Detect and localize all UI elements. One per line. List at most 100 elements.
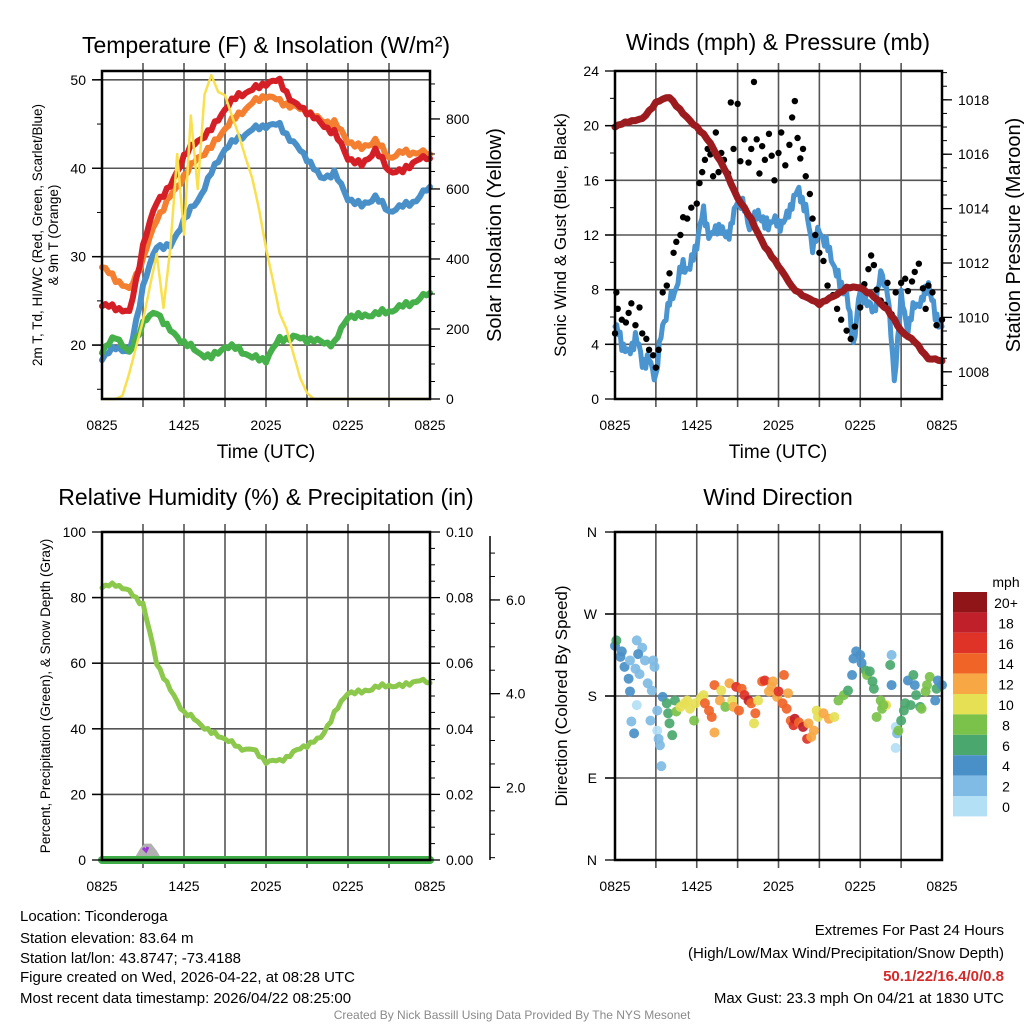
- gust-point: [791, 97, 799, 105]
- direction-tick-label: E: [588, 770, 597, 786]
- direction-point: [733, 705, 744, 716]
- solar-right-tick-label: 200: [446, 321, 470, 337]
- x-tick-label: 0225: [332, 878, 363, 894]
- pressure-right-tick-label: 1018: [958, 92, 989, 108]
- x-tick-label: 0825: [599, 878, 630, 894]
- direction-point: [753, 695, 764, 706]
- sonic-wind-line: [612, 184, 945, 384]
- gust-point: [908, 278, 916, 285]
- temp-left-axis-label-line2: & 9m T (Orange): [46, 185, 61, 286]
- gust-point: [797, 155, 804, 162]
- gust-point: [761, 156, 769, 164]
- x-tick-label: 0825: [86, 878, 117, 894]
- gust-point: [806, 190, 814, 198]
- direction-point: [698, 690, 709, 701]
- x-tick-label: 2025: [250, 878, 281, 894]
- footer-created: Figure created on Wed, 2026-04-22, at 08…: [20, 969, 355, 986]
- gust-point: [911, 268, 918, 276]
- colorbar-label: 6: [1002, 738, 1010, 754]
- x-tick-label: 1425: [681, 878, 712, 894]
- gust-point: [915, 260, 923, 267]
- gust-point: [794, 134, 801, 142]
- direction-point: [778, 670, 789, 681]
- direction-point: [642, 678, 653, 689]
- direction-point: [611, 635, 622, 646]
- solar-right-tick-label: 400: [446, 251, 470, 267]
- colorbar-label: 14: [998, 656, 1014, 672]
- series-2m-t-line: [99, 75, 433, 315]
- direction-point: [856, 658, 867, 669]
- direction-point: [768, 676, 779, 687]
- precip-right-tick-label: 0.08: [446, 590, 473, 606]
- direction-point: [886, 650, 897, 660]
- gust-point: [929, 289, 936, 296]
- snow-right-tick-label: 2.0: [506, 779, 526, 795]
- direction-point: [855, 650, 866, 660]
- colorbar-swatch: [953, 775, 987, 796]
- direction-point: [909, 680, 920, 691]
- rh-left-axis-label: Percent, Precipitation (Green), & Snow D…: [38, 539, 53, 853]
- wind-right-axis-label: Station Pressure (Maroon): [1003, 118, 1024, 353]
- station-pressure-line: [611, 94, 946, 365]
- extremes-legend: (High/Low/Max Wind/Precipitation/Snow De…: [688, 945, 1004, 962]
- direction-point: [629, 728, 640, 739]
- gust-point: [639, 330, 646, 337]
- pressure-right-tick-label: 1010: [958, 309, 989, 325]
- pressure-right-tick-label: 1012: [958, 255, 989, 271]
- gust-point: [712, 129, 720, 136]
- colorbar-title: mph: [992, 574, 1019, 590]
- rh-left-tick-label: 0: [78, 852, 86, 868]
- plots-layer: 0825 1425 2025 0225 082520304050020040060080…: [63, 63, 1020, 894]
- gust-point: [730, 145, 737, 153]
- direction-point: [682, 695, 693, 706]
- direction-point: [652, 725, 663, 736]
- direction-point: [706, 711, 717, 722]
- direction-point: [808, 725, 819, 736]
- direction-point: [924, 671, 935, 682]
- gust-point: [688, 204, 695, 211]
- direction-point: [634, 669, 645, 680]
- gust-point: [748, 145, 755, 153]
- gust-point: [643, 335, 650, 343]
- temp-left-tick-label: 20: [70, 337, 86, 353]
- precip-right-tick-label: 0.00: [446, 852, 473, 868]
- direction-point: [908, 670, 919, 681]
- footer-location: Location: Ticonderoga: [20, 908, 168, 925]
- colorbar-swatch: [953, 673, 987, 694]
- direction-point: [748, 718, 759, 729]
- direction-point: [905, 700, 916, 711]
- direction-point: [864, 666, 875, 677]
- colorbar-swatch: [953, 734, 987, 756]
- gust-point: [816, 249, 823, 256]
- x-tick-label: 0825: [926, 417, 957, 433]
- gust-point: [897, 279, 905, 287]
- extremes-title: Extremes For Past 24 Hours: [815, 922, 1004, 939]
- direction-panel-title: Wind Direction: [703, 484, 853, 510]
- colorbar-swatch: [953, 796, 987, 817]
- direction-point: [750, 708, 761, 719]
- wind-x-axis-label: Time (UTC): [729, 442, 828, 463]
- gust-point: [837, 316, 845, 323]
- precip-type-marker: [141, 846, 150, 854]
- gust-point: [820, 257, 827, 265]
- gust-point: [655, 346, 662, 353]
- series-9m-t-line: [99, 93, 433, 292]
- direction-point: [626, 716, 637, 727]
- direction-point: [649, 661, 660, 672]
- pressure-right-tick-label: 1016: [958, 146, 989, 162]
- gust-point: [892, 289, 899, 296]
- colorbar-swatch: [953, 653, 987, 674]
- colorbar-label: 4: [1002, 758, 1010, 774]
- x-tick-label: 0225: [845, 878, 876, 894]
- snow-right-tick-label: 4.0: [506, 686, 526, 702]
- temp-right-axis-label: Solar Insolation (Yellow): [484, 128, 506, 342]
- x-tick-label: 0825: [926, 878, 957, 894]
- wind-left-tick-label: 24: [583, 63, 599, 79]
- precip-right-tick-label: 0.06: [446, 655, 473, 671]
- direction-point: [631, 700, 642, 711]
- x-tick-label: 2025: [250, 417, 281, 433]
- solar-right-tick-label: 600: [446, 181, 470, 197]
- direction-point: [663, 708, 674, 719]
- gust-point: [843, 327, 850, 334]
